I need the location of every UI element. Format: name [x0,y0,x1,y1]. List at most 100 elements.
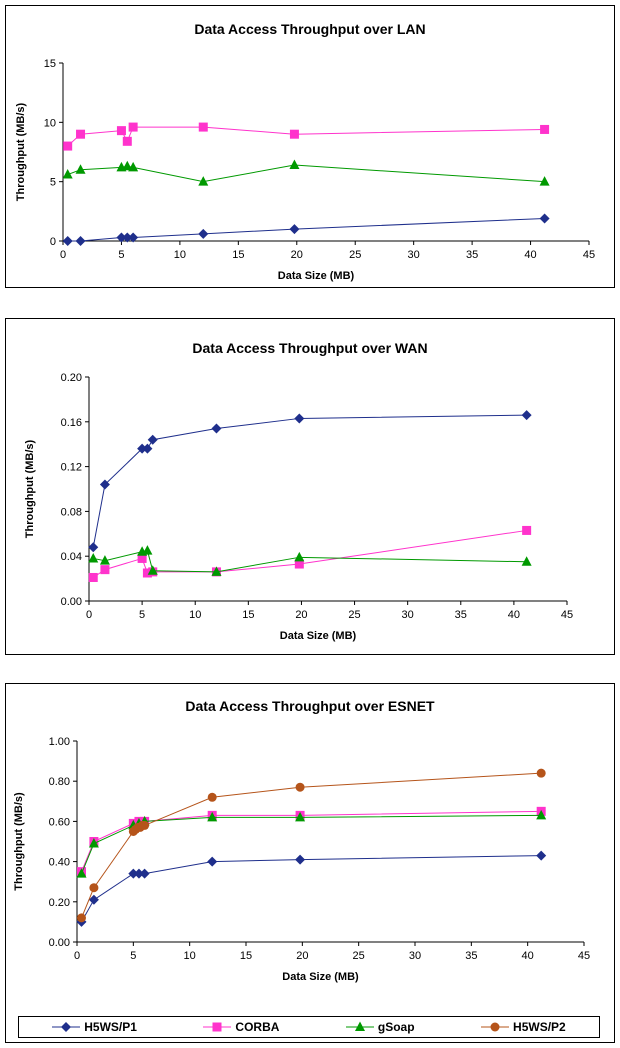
data-point [75,236,86,246]
series-gsoap [62,159,550,186]
axes [59,62,590,245]
axes [73,740,585,946]
y-tick-label: 0.00 [49,937,70,949]
x-tick-label: 0 [86,609,92,621]
x-tick-label: 25 [348,609,360,621]
chart-svg: Data Access Throughput over WAN 0.00 0.04 0… [24,340,573,642]
legend-item: H5WS/P2 [481,1020,566,1034]
data-point [128,122,138,132]
legend-swatch [203,1022,232,1032]
data-point [122,232,133,243]
x-tick-label: 0 [74,950,80,962]
y-tick-label: 0 [50,236,56,248]
data-point [128,868,139,879]
x-tick-label: 25 [349,249,361,261]
x-tick-label: 5 [130,950,136,962]
legend-swatch [481,1022,510,1032]
legend-label: gSoap [377,1020,415,1034]
chart-panel-lan: Data Access Throughput over LAN 0 5 10 15 0 5 1… [5,5,615,288]
y-tick-label: 0.80 [49,776,70,788]
data-point [539,213,550,224]
data-point [147,434,158,445]
legend-item: H5WS/P1 [52,1020,137,1034]
data-point [99,555,110,565]
data-point [139,868,150,879]
series-line [67,126,545,147]
x-tick-label: 20 [291,249,303,261]
data-point [289,159,300,170]
data-point [207,811,218,822]
legend-marker [212,1022,222,1032]
data-point [122,160,133,171]
data-point [211,566,222,576]
data-point [198,176,209,186]
series-corba [63,122,550,151]
data-point [540,124,550,134]
data-point [142,568,152,578]
data-point [294,559,304,569]
y-tick-label: 10 [44,117,56,129]
chart-svg: Data Access Throughput over ESNET 0.00 0.2… [13,698,590,983]
data-point [88,552,99,563]
data-point [88,838,99,848]
data-point [147,565,158,575]
y-tick-label: 0.04 [61,551,82,563]
data-point [211,423,222,434]
x-tick-label: 30 [409,950,421,962]
legend-label: CORBA [235,1020,280,1034]
legend-swatch [52,1022,81,1032]
data-point [88,542,99,553]
data-point [122,136,132,146]
chart-title: Data Access Throughput over LAN [194,21,425,37]
x-tick-label: 30 [402,609,414,621]
data-point [521,410,532,421]
data-point [522,525,532,535]
series-line [81,814,542,874]
y-axis-label: Throughput (MB/s) [24,439,36,538]
data-point [294,413,305,424]
legend-marker [61,1022,72,1032]
chart-svg: Data Access Throughput over LAN 0 5 10 15 0 5 1… [15,21,595,282]
chart-title: Data Access Throughput over ESNET [185,698,435,714]
data-point [198,122,208,132]
data-point [116,126,126,136]
series-line [92,414,527,548]
data-point [207,856,218,867]
y-tick-label: 0.12 [61,462,82,474]
x-tick-label: 10 [189,609,201,621]
legend-swatch [345,1021,374,1031]
data-point [142,545,153,555]
x-tick-label: 15 [240,950,252,962]
chart-title: Data Access Throughput over WAN [192,340,427,356]
x-tick-label: 40 [508,609,520,621]
data-point [128,232,139,243]
data-point [295,811,306,822]
legend-item: gSoap [345,1020,415,1034]
x-axis-label: Data Size (MB) [278,270,355,282]
axes [85,376,568,605]
x-tick-label: 45 [561,609,573,621]
x-axis-label: Data Size (MB) [282,971,359,983]
y-tick-label: 0.20 [61,372,82,384]
legend-item: CORBA [203,1020,279,1034]
y-tick-label: 0.00 [61,596,82,608]
y-tick-label: 5 [50,177,56,189]
data-point [133,868,144,879]
y-axis-label: Throughput (MB/s) [15,102,27,201]
y-tick-label: 0.20 [49,897,70,909]
data-point [198,228,209,239]
data-point [140,820,150,830]
legend-label: H5WS/P1 [84,1020,137,1034]
data-point [88,894,99,905]
series-line [93,550,527,573]
data-point [137,443,148,454]
x-tick-label: 0 [60,249,66,261]
x-tick-label: 35 [466,249,478,261]
data-point [128,161,139,172]
data-point [77,913,87,923]
data-point [76,129,86,139]
x-tick-label: 35 [455,609,467,621]
x-tick-label: 25 [353,950,365,962]
data-point [289,224,300,235]
data-point [75,164,86,174]
